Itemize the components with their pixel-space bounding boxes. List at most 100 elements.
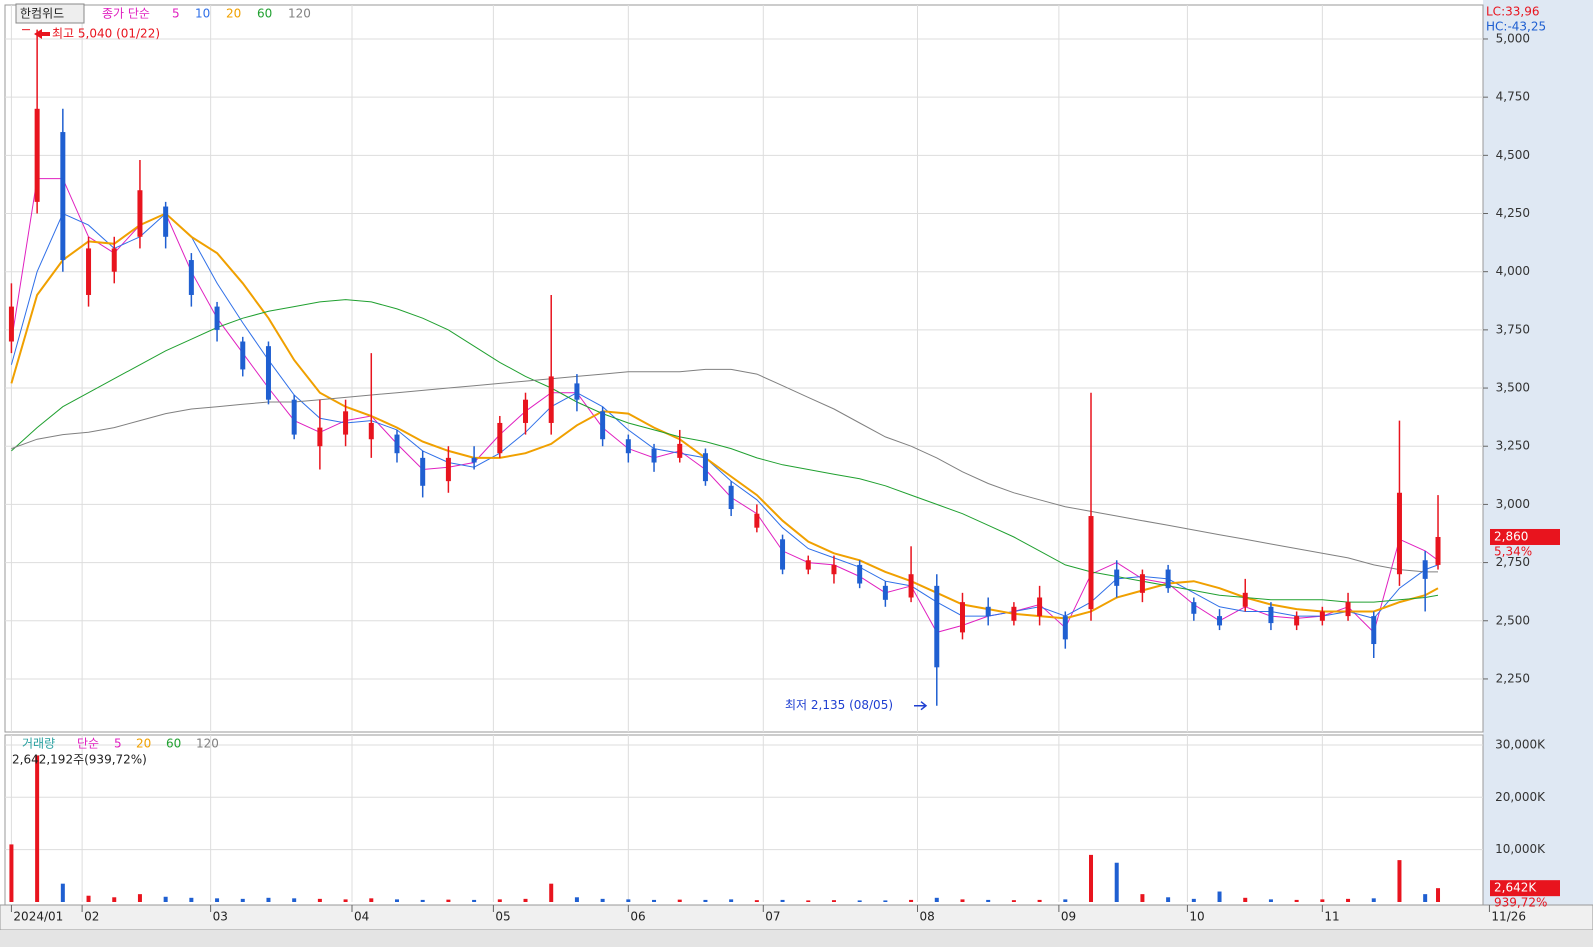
volume-bar bbox=[780, 899, 785, 902]
candle-body bbox=[1371, 616, 1377, 645]
y-tick-label: 3,250 bbox=[1496, 439, 1530, 453]
ma-line bbox=[10, 212, 1439, 619]
volume-bar bbox=[497, 899, 502, 902]
last-change: 5,34% bbox=[1494, 544, 1532, 558]
candle-body bbox=[343, 411, 349, 435]
volume-bar bbox=[1320, 899, 1325, 902]
low-label: 최저 2,135 (08/05) bbox=[785, 698, 893, 712]
volume-bar bbox=[652, 899, 657, 902]
candle-body bbox=[1217, 616, 1223, 626]
candle-body bbox=[1037, 597, 1043, 617]
candle-body bbox=[1319, 611, 1325, 621]
volume-bar bbox=[1217, 891, 1222, 902]
candle-body bbox=[420, 457, 426, 486]
candle-body bbox=[1114, 569, 1120, 586]
x-axis-band bbox=[0, 904, 1593, 931]
y-tick-label: 3,000 bbox=[1496, 497, 1530, 511]
candle-body bbox=[523, 399, 529, 423]
volume-bar bbox=[883, 900, 888, 902]
volume-bar bbox=[831, 900, 836, 902]
candle-body bbox=[471, 457, 477, 463]
candle-body bbox=[1242, 592, 1248, 607]
plot-frame bbox=[4, 4, 1484, 733]
low-arrow bbox=[914, 701, 928, 711]
x-tick-label: 03 bbox=[213, 910, 228, 924]
volume-bar bbox=[1166, 897, 1171, 902]
candle-body bbox=[882, 585, 888, 600]
last-volume-tag bbox=[1490, 880, 1560, 897]
candle-body bbox=[60, 132, 66, 261]
x-tick-label: 11 bbox=[1324, 910, 1339, 924]
volume-bar bbox=[1140, 894, 1145, 902]
volume-bar bbox=[934, 897, 939, 902]
candle-body bbox=[317, 427, 323, 447]
candle-body bbox=[111, 248, 117, 272]
x-tick-label: 2024/01 bbox=[13, 910, 63, 924]
last-price: 2,860 bbox=[1494, 529, 1528, 543]
volume-bar bbox=[240, 898, 245, 902]
y-tick-label: 30,000K bbox=[1495, 737, 1546, 751]
volume-bar bbox=[523, 898, 528, 902]
volume-bar bbox=[1397, 860, 1402, 902]
volume-bar bbox=[626, 899, 631, 902]
candle-body bbox=[214, 306, 220, 330]
y-tick-label: 4,250 bbox=[1496, 206, 1530, 220]
y-tick-label: 3,500 bbox=[1496, 381, 1530, 395]
ma-line bbox=[11, 368, 1438, 573]
volume-bar bbox=[1423, 894, 1428, 902]
volume-bar bbox=[1063, 899, 1068, 902]
volume-bar bbox=[215, 898, 220, 902]
candle-body bbox=[8, 306, 14, 342]
candle-body bbox=[188, 260, 194, 295]
candle-body bbox=[908, 574, 914, 598]
y-tick-label: 5,000 bbox=[1496, 31, 1530, 45]
volume-bar bbox=[909, 899, 914, 902]
candle-body bbox=[1139, 574, 1145, 593]
candle-body bbox=[780, 539, 786, 570]
volume-frame bbox=[4, 734, 1484, 906]
volume-bar bbox=[86, 895, 91, 902]
candle-body bbox=[702, 453, 708, 482]
x-tick-label: 02 bbox=[84, 910, 99, 924]
y-tick-label: 2,250 bbox=[1496, 671, 1530, 685]
volume-bar bbox=[369, 898, 374, 902]
legend-text: 10 bbox=[195, 7, 210, 21]
candle-body bbox=[600, 411, 606, 440]
x-tick-label: 05 bbox=[495, 910, 510, 924]
volume-bar bbox=[703, 899, 708, 902]
indicator: HC:-43,25 bbox=[1486, 20, 1546, 34]
candle-body bbox=[1422, 560, 1428, 579]
last-volume-change: 939,72% bbox=[1494, 896, 1547, 910]
candle-body bbox=[728, 485, 734, 510]
candle-body bbox=[574, 383, 580, 400]
high-arrow bbox=[34, 29, 50, 39]
legend-text: 120 bbox=[196, 737, 219, 751]
candle-body bbox=[1011, 606, 1017, 621]
volume-bar bbox=[1436, 888, 1441, 902]
candle-body bbox=[1435, 536, 1441, 565]
candle-body bbox=[1396, 492, 1402, 575]
candle-body bbox=[1345, 602, 1351, 617]
volume-info: 2,642,192주(939,72%) bbox=[12, 753, 147, 767]
candle-body bbox=[805, 560, 811, 570]
volume-bar bbox=[754, 900, 759, 902]
volume-bar bbox=[343, 899, 348, 902]
volume-bar bbox=[574, 897, 579, 902]
volume-bar bbox=[1191, 898, 1196, 902]
legend-text: 한컴위드 bbox=[20, 7, 64, 21]
candle-body bbox=[291, 399, 297, 435]
candle-body bbox=[934, 585, 940, 668]
y-tick-label: 4,500 bbox=[1496, 148, 1530, 162]
legend-text: 단순 bbox=[77, 737, 99, 751]
status-bar bbox=[0, 930, 1593, 947]
y-tick-label: 2,750 bbox=[1496, 555, 1530, 569]
volume-bar bbox=[1037, 899, 1042, 902]
y-tick-label: 4,000 bbox=[1496, 264, 1530, 278]
candle-body bbox=[1191, 602, 1197, 614]
volume-bar bbox=[1114, 862, 1119, 902]
legend-text: 20 bbox=[226, 7, 241, 21]
candle-body bbox=[1294, 616, 1300, 626]
legend-text: 120 bbox=[288, 7, 311, 21]
volume-bar bbox=[1268, 899, 1273, 902]
candle-body bbox=[677, 443, 683, 458]
